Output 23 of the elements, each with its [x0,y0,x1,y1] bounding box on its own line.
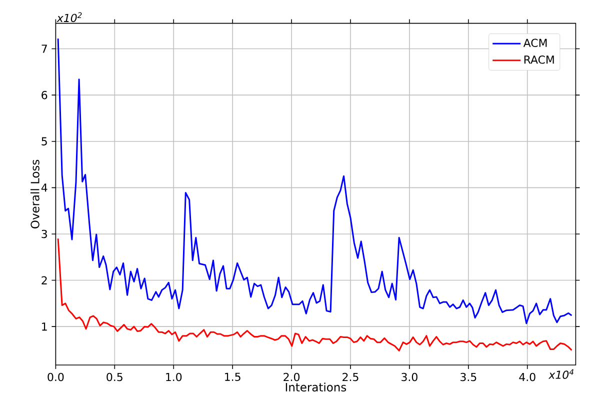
x-axis-title: Interations [286,382,346,392]
text: x10$^{4}$ [548,369,574,379]
x-tick-label: 4.0 [519,372,536,382]
text: x10$^{2}$ [56,12,82,22]
x-tick-label: 2.0 [284,372,300,382]
x-tick-label: 1.5 [225,372,240,381]
y-tick-label: 6 [42,90,48,100]
line-series [57,238,572,352]
x-tick-label: 2.5 [342,372,358,382]
x-tick-label: 1.0 [166,372,182,382]
y-axis-title: Overall Loss [30,160,40,228]
x-tick-label: 0.5 [106,372,122,382]
legend-label: RACM [524,56,554,64]
y-tick-label: 7 [42,44,47,53]
x-tick-label: 0.0 [48,372,64,382]
y-tick-label: 2 [42,276,47,284]
y-tick-label: 4 [41,184,48,192]
y-tick-label: 5 [42,137,47,146]
x-tick-label: 3.0 [402,372,418,382]
y-tick-label: 3 [42,230,47,238]
x-tick-label: 3.5 [460,372,476,382]
y-tick-label: 1 [42,322,47,331]
legend-label: ACM [523,38,547,48]
